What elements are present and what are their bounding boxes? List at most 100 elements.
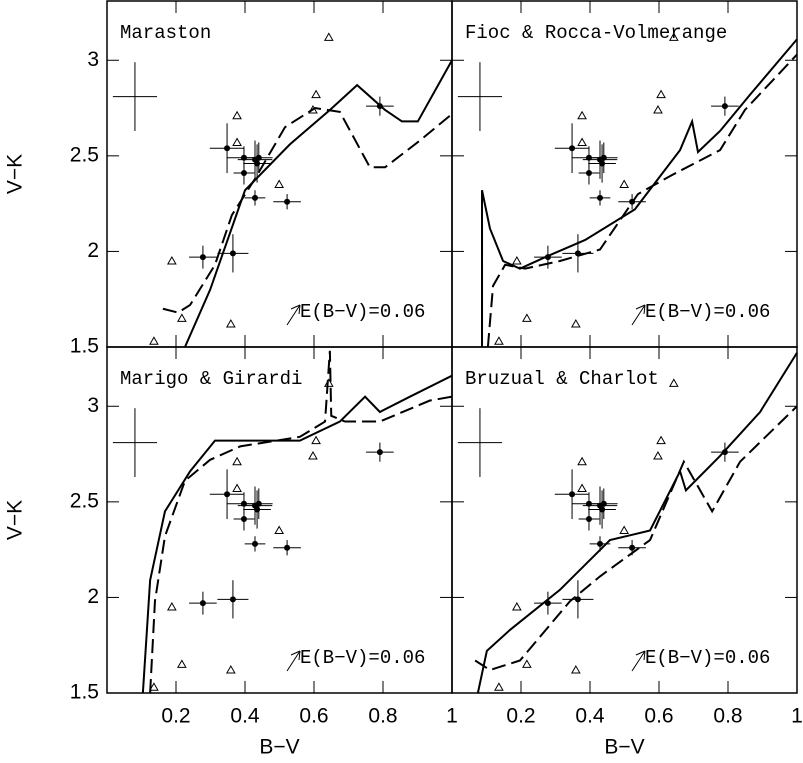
- triangle-point: [619, 525, 630, 535]
- data-point: [224, 145, 231, 152]
- data-point: [629, 544, 636, 551]
- triangle-point: [166, 601, 177, 611]
- triangle-point: [225, 665, 236, 674]
- x-tick-label: 0.8: [368, 705, 397, 728]
- x-tick-label: 0.4: [230, 705, 260, 728]
- y-tick-label: 3: [87, 394, 99, 417]
- reddening-arrowhead: [290, 304, 301, 315]
- triangle-point: [570, 665, 581, 674]
- panel-title: Bruzual & Charlot: [465, 368, 659, 390]
- y-axis-label: V−K: [4, 154, 27, 194]
- y-tick-label: 2.5: [70, 489, 99, 512]
- x-tick-label: 0.8: [713, 705, 742, 728]
- data-point: [597, 194, 604, 201]
- triangle-point: [668, 378, 679, 387]
- triangle-point: [311, 435, 321, 445]
- x-tick-label: 1: [791, 705, 803, 728]
- data-point: [376, 103, 383, 110]
- x-tick-label: 1: [446, 705, 458, 728]
- data-point: [240, 516, 247, 523]
- panel-frame: [106, 346, 453, 694]
- data-point: [585, 170, 592, 177]
- triangle-point: [232, 137, 242, 146]
- model-curve: [481, 38, 798, 347]
- data-point: [599, 506, 606, 513]
- triangle-point: [577, 137, 587, 146]
- data-point: [585, 516, 592, 523]
- triangle-point: [232, 456, 242, 466]
- data-point: [229, 596, 236, 603]
- triangle-point: [274, 179, 285, 189]
- y-tick-label: 2: [87, 239, 99, 262]
- data-point: [569, 491, 576, 498]
- model-curve: [474, 405, 798, 672]
- data-point: [254, 506, 261, 513]
- x-tick-label: 0.6: [299, 705, 328, 728]
- annotation: E(B−V)=0.06: [645, 647, 770, 669]
- triangle-point: [511, 601, 522, 611]
- y-tick-label: 1.5: [70, 335, 99, 358]
- reddening-arrow: [631, 650, 646, 672]
- data-point: [629, 198, 636, 205]
- triangle-point: [225, 319, 236, 328]
- triangle-point: [653, 450, 663, 460]
- triangle-point: [570, 319, 581, 328]
- y-tick-label: 3: [87, 48, 99, 71]
- triangle-point: [653, 104, 663, 114]
- x-tick-label: 0.4: [575, 705, 605, 728]
- triangle-point: [577, 483, 587, 492]
- x-tick-label: 0.2: [506, 705, 535, 728]
- data-point: [597, 540, 604, 547]
- model-curve: [149, 350, 453, 694]
- triangle-point: [494, 336, 504, 345]
- reddening-arrow: [286, 650, 301, 672]
- triangle-point: [323, 32, 334, 41]
- triangle-point: [494, 682, 504, 691]
- triangle-point: [177, 313, 187, 322]
- data-point: [199, 600, 206, 607]
- panel-frame: [451, 0, 798, 348]
- data-point: [284, 544, 291, 551]
- data-point: [544, 600, 551, 607]
- data-point: [199, 254, 206, 261]
- y-axis-label: V−K: [4, 500, 27, 540]
- triangle-point: [308, 450, 318, 460]
- triangle-point: [149, 682, 159, 691]
- triangle-point: [668, 32, 679, 41]
- triangle-point: [149, 336, 159, 345]
- triangle-point: [577, 110, 587, 120]
- annotation: E(B−V)=0.06: [300, 647, 425, 669]
- triangle-point: [232, 483, 242, 492]
- panel-frame: [106, 0, 453, 348]
- x-tick-label: 0.6: [644, 705, 673, 728]
- triangle-point: [311, 89, 321, 99]
- data-point: [252, 194, 259, 201]
- data-point: [569, 145, 576, 152]
- data-point: [284, 198, 291, 205]
- panel-frame: [451, 346, 798, 694]
- model-curve: [476, 352, 798, 694]
- reddening-arrowhead: [290, 650, 301, 661]
- annotation: E(B−V)=0.06: [645, 301, 770, 323]
- model-curve: [486, 53, 798, 348]
- data-point: [376, 449, 383, 456]
- reddening-arrowhead: [635, 650, 646, 661]
- data-point: [224, 491, 231, 498]
- triangle-point: [522, 313, 532, 322]
- triangle-point: [177, 659, 187, 668]
- annotation: E(B−V)=0.06: [300, 301, 425, 323]
- model-curve: [162, 107, 451, 314]
- triangle-point: [522, 659, 532, 668]
- x-tick-label: 0.2: [161, 705, 190, 728]
- data-point: [240, 170, 247, 177]
- model-curve: [184, 59, 453, 348]
- x-axis-label: B−V: [604, 736, 644, 759]
- y-tick-label: 1.5: [70, 681, 99, 704]
- triangle-point: [232, 110, 242, 120]
- reddening-arrowhead: [635, 304, 646, 315]
- triangle-point: [577, 456, 587, 466]
- data-point: [574, 596, 581, 603]
- triangle-point: [323, 378, 334, 387]
- data-point: [254, 160, 261, 167]
